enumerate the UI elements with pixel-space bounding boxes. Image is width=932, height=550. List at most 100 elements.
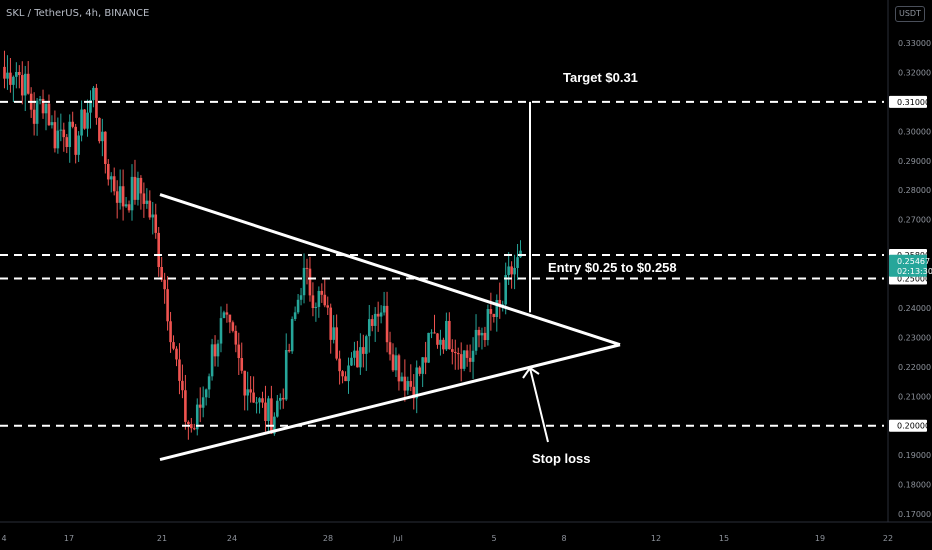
candle-body-down [388, 342, 392, 355]
currency-button[interactable]: USDT [895, 6, 925, 22]
candle-body-down [424, 357, 427, 363]
x-tick-label: 15 [719, 534, 729, 543]
candle-body-up [276, 400, 279, 417]
candle-body-up [151, 214, 155, 218]
candle-body-down [9, 72, 12, 85]
candle-body-down [320, 290, 324, 295]
candle-body-down [163, 279, 166, 290]
candle-body-up [101, 131, 104, 142]
candle-body-up [471, 350, 475, 362]
symbol-header: SKL / TetherUS, 4h, BINANCE [6, 8, 150, 19]
candle-body-down [498, 299, 502, 306]
candle-body-down [18, 72, 21, 76]
candle-body-down [240, 358, 244, 371]
candle-body-up [23, 73, 27, 96]
candle-body-up [290, 319, 294, 352]
candle-body-up [507, 266, 510, 276]
x-tick-label: 17 [64, 534, 74, 543]
candle-body-up [367, 319, 371, 337]
candle-body-down [32, 109, 36, 124]
candle-body-up [317, 290, 321, 307]
candle-body-down [169, 321, 172, 343]
candle-body-up [421, 357, 424, 374]
y-tick-label: 0.18000 [898, 481, 931, 490]
candle-body-down [403, 376, 407, 391]
candle-body-up [400, 376, 404, 382]
candle-body-down [237, 344, 241, 359]
candle-body-down [287, 350, 291, 352]
candle-body-up [77, 135, 80, 155]
candle-body-up [124, 204, 128, 207]
candle-body-up [359, 347, 362, 368]
candle-body-up [302, 267, 306, 296]
candle-body-down [187, 421, 190, 425]
candle-body-down [213, 344, 217, 357]
candle-body-up [136, 177, 140, 200]
y-tick-label: 0.29000 [898, 157, 931, 166]
x-tick-label: 21 [157, 534, 167, 543]
x-tick-label: 12 [651, 534, 661, 543]
triangle-upper-line [159, 193, 621, 347]
candle-body-up [314, 306, 318, 309]
candle-body-up [195, 404, 199, 430]
stop-loss-arrow [529, 367, 549, 443]
candle-body-down [228, 314, 232, 323]
candle-body-down [281, 397, 285, 400]
level-price-tag [889, 419, 927, 432]
y-tick-label: 0.17000 [898, 510, 931, 519]
candle-body-down [148, 200, 152, 218]
candle-body-down [311, 295, 315, 309]
candle-body-down [412, 386, 416, 399]
candle-body-down [112, 176, 116, 192]
candle-body-up [50, 122, 54, 126]
candle-body-down [243, 370, 247, 396]
x-tick-label: 19 [815, 534, 825, 543]
candle-body-down [181, 380, 184, 391]
candle-body-up [296, 299, 300, 313]
candle-body-down [98, 117, 101, 142]
candle-body-down [198, 404, 202, 408]
y-tick-label: 0.28000 [898, 186, 931, 195]
candle-body-down [451, 349, 454, 352]
candle-body-down [391, 354, 395, 371]
candle-body-down [3, 66, 6, 79]
candle-body-up [365, 336, 368, 354]
candle-body-up [118, 186, 122, 203]
x-tick-label: 5 [491, 534, 496, 543]
candle-body-down [370, 319, 374, 326]
candle-body-down [172, 342, 175, 349]
candle-body-down [95, 87, 98, 118]
candle-body-down [468, 357, 472, 362]
candle-body-up [86, 112, 89, 129]
candle-body-up [219, 318, 223, 344]
x-tick-label: 24 [227, 534, 237, 543]
candle-body-down [252, 392, 255, 403]
candle-body-down [20, 75, 24, 96]
candle-body-down [166, 289, 169, 322]
candle-body-up [439, 339, 442, 345]
candle-body-down [160, 266, 163, 280]
candle-body-up [495, 299, 499, 318]
candle-body-down [436, 333, 439, 345]
x-tick-label: 8 [561, 534, 566, 543]
annotation-label: Target $0.31 [563, 70, 638, 85]
candle-body-up [204, 389, 208, 398]
candle-body-up [519, 250, 522, 258]
candle-body-up [255, 402, 258, 404]
candle-body-up [207, 376, 211, 390]
candle-body-down [362, 347, 365, 354]
candle-body-up [462, 350, 466, 369]
candle-body-down [26, 73, 30, 94]
candle-body-down [104, 131, 107, 164]
annotation-label: Entry $0.25 to $0.258 [548, 260, 677, 275]
candle-body-down [433, 332, 436, 334]
candle-body-up [373, 313, 377, 326]
candle-body-up [109, 176, 113, 180]
candle-body-up [6, 72, 9, 79]
x-tick-label: Jul [392, 534, 403, 543]
candle-body-down [142, 193, 146, 204]
candle-body-down [127, 204, 131, 211]
candle-body-down [335, 327, 338, 359]
